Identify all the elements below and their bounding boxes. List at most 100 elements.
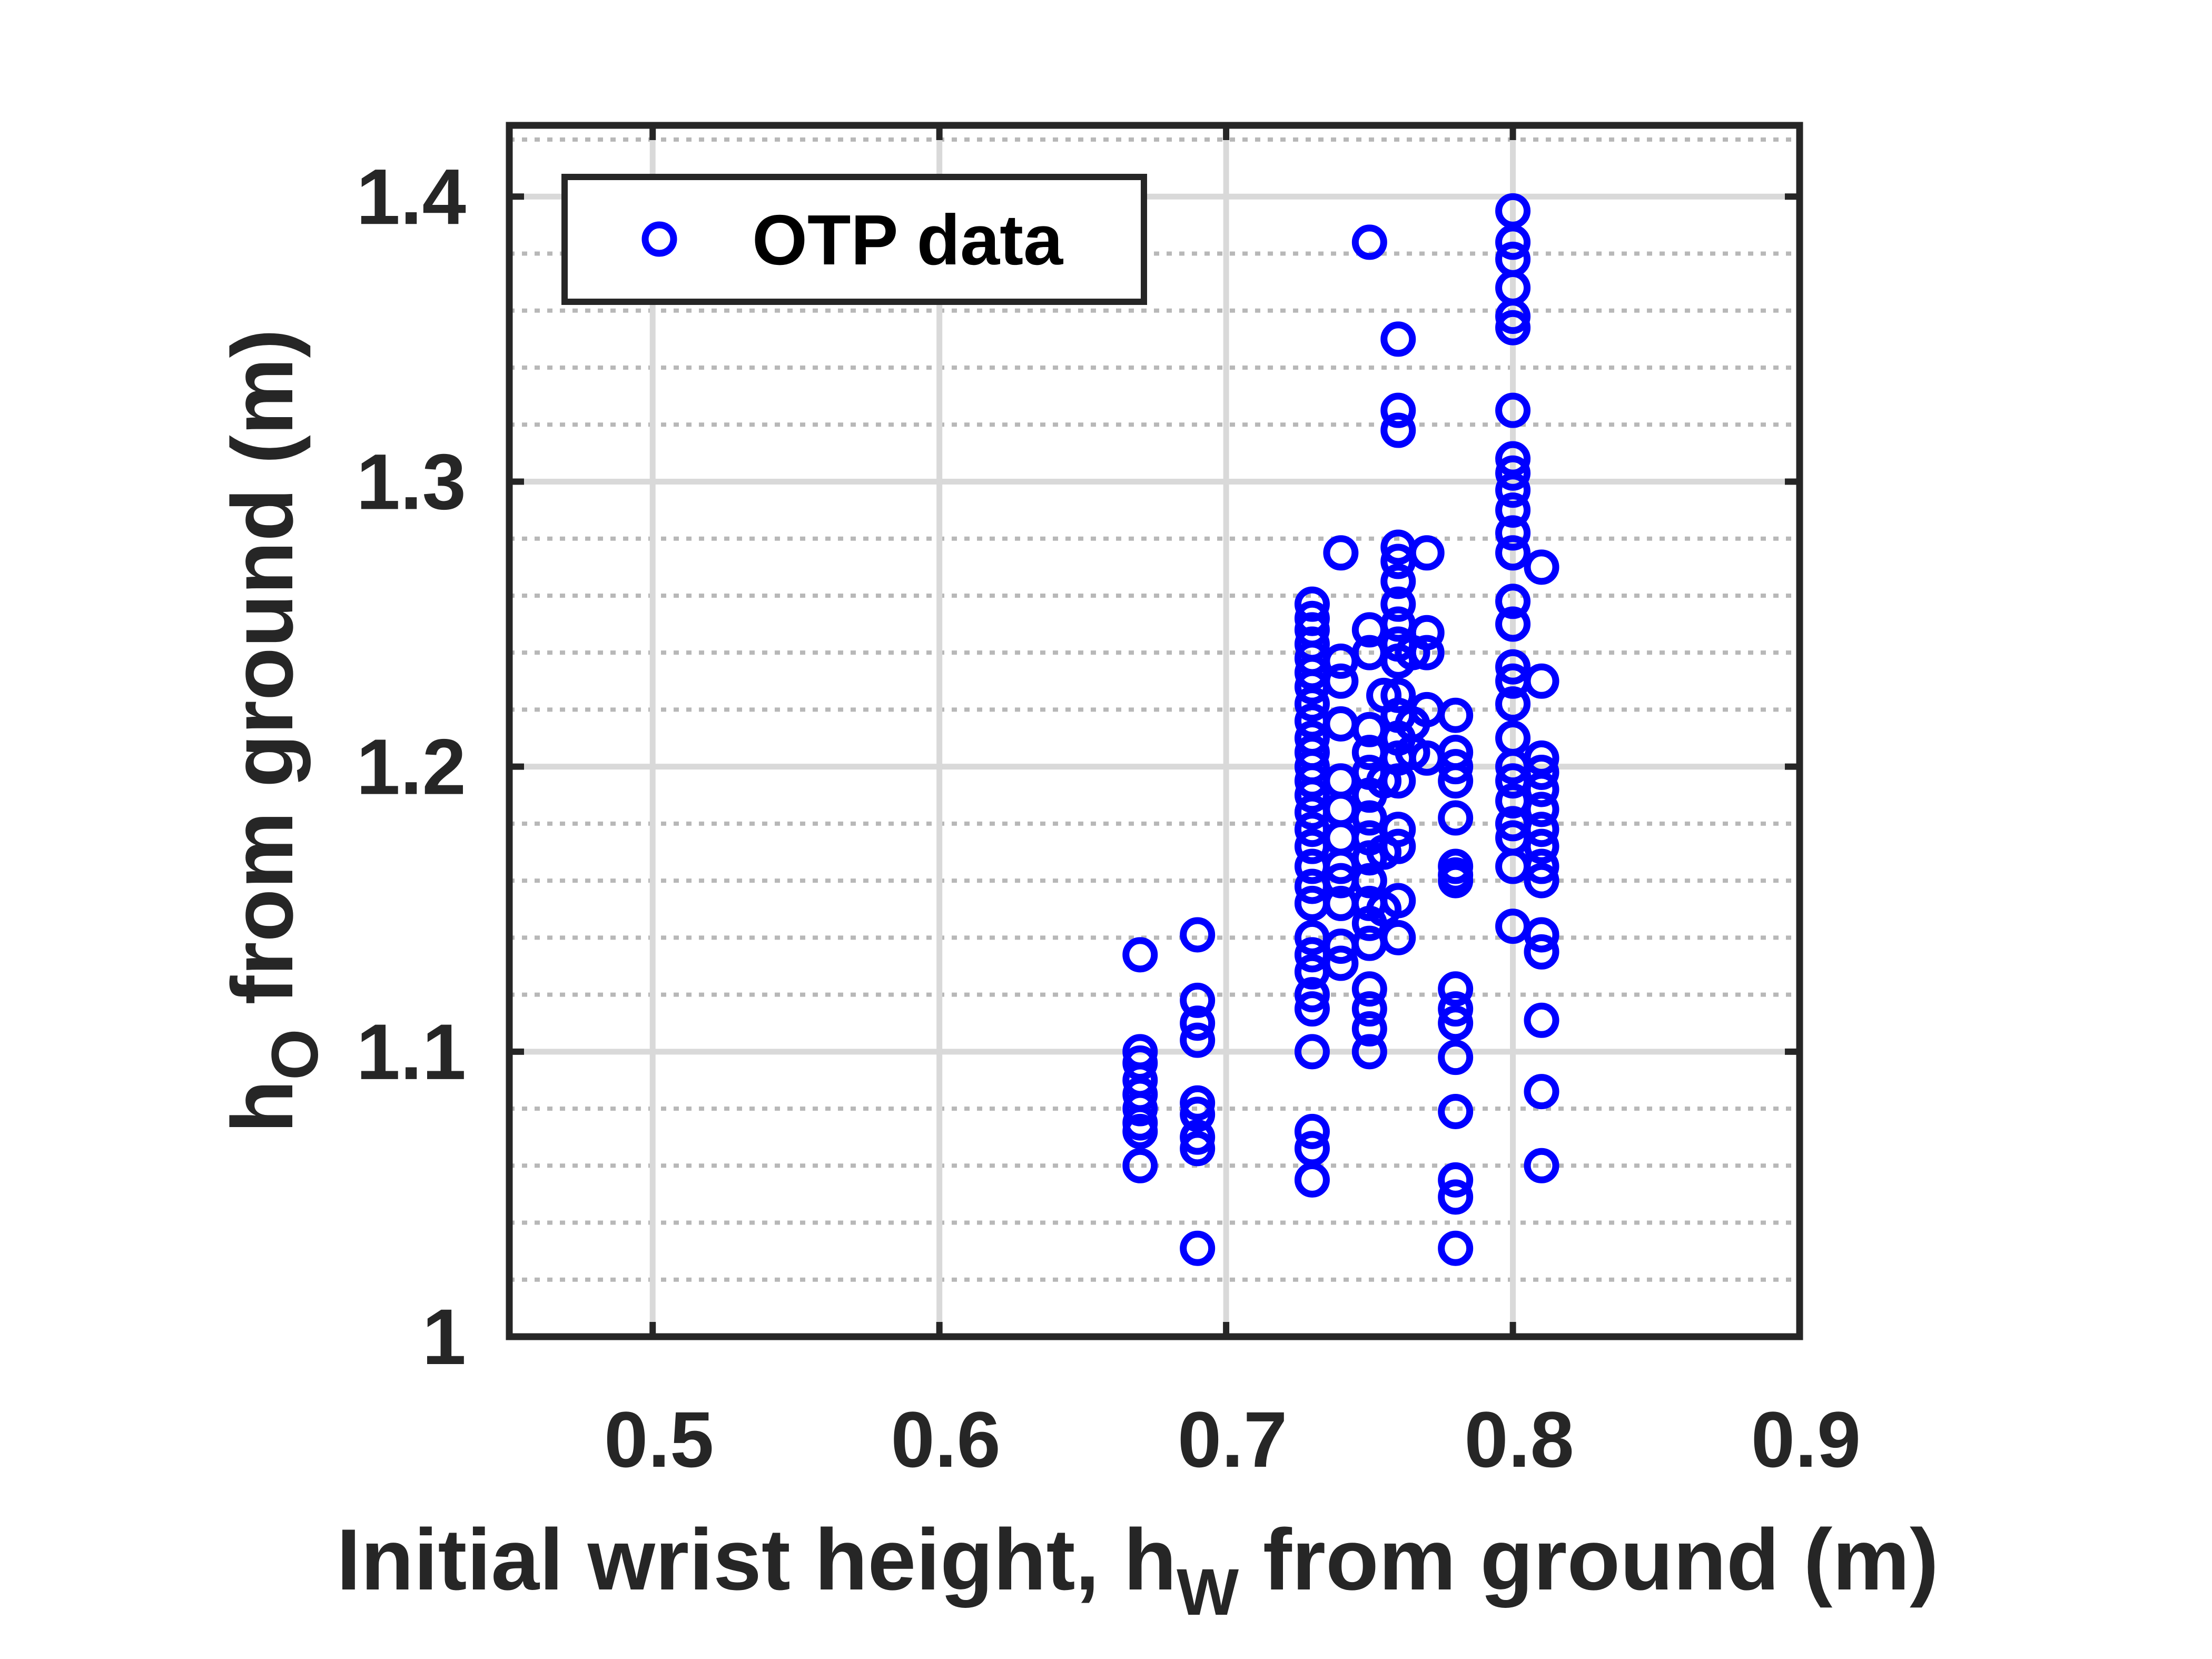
data-point (1380, 564, 1416, 599)
data-point (1438, 749, 1474, 785)
data-point (1351, 1034, 1387, 1070)
data-point (1409, 535, 1445, 571)
x-axis-title-subscript: W (1177, 1556, 1239, 1629)
y-tick-label: 1.2 (356, 723, 466, 811)
data-point (1438, 991, 1474, 1027)
data-point (1351, 224, 1387, 260)
data-point (1438, 863, 1474, 898)
data-point (1495, 455, 1531, 491)
data-point (1122, 1113, 1158, 1149)
data-point (1380, 883, 1416, 919)
data-point (1380, 321, 1416, 357)
data-point (1495, 535, 1531, 571)
data-point (1122, 1091, 1158, 1127)
data-point (1495, 606, 1531, 642)
data-point (1524, 917, 1559, 953)
data-point (1495, 472, 1531, 508)
data-point (1438, 1230, 1474, 1266)
y-tick-label: 1.3 (356, 437, 466, 526)
data-point (1438, 1179, 1474, 1215)
data-point (1495, 224, 1531, 260)
data-point (1524, 934, 1559, 970)
data-point (1294, 991, 1330, 1027)
y-tick-label: 1 (422, 1292, 466, 1381)
data-point (1351, 800, 1387, 836)
data-point (1323, 535, 1359, 571)
data-point (1495, 649, 1531, 685)
y-tick-label: 1.4 (356, 152, 466, 241)
data-point (1409, 635, 1445, 670)
data-point (1323, 945, 1359, 981)
data-point (1180, 1005, 1216, 1041)
data-point (1495, 686, 1531, 722)
data-point (1351, 863, 1387, 898)
data-point (1524, 772, 1559, 807)
data-point (1380, 763, 1416, 799)
data-point (1180, 1022, 1216, 1058)
data-point (1351, 971, 1387, 1007)
data-point (1438, 1005, 1474, 1041)
data-point (1180, 1097, 1216, 1132)
data-point (1323, 663, 1359, 699)
data-point (1180, 1085, 1216, 1121)
data-point (1524, 1002, 1559, 1038)
y-axis-title-subscript: O (259, 1029, 332, 1080)
legend-marker (641, 221, 677, 257)
data-point (1180, 917, 1216, 953)
data-point (1380, 828, 1416, 864)
data-point (1524, 812, 1559, 847)
data-point (1438, 1162, 1474, 1198)
x-tick-label: 0.7 (1178, 1395, 1288, 1484)
data-point (1438, 971, 1474, 1007)
x-tick-labels: 0.5 0.6 0.7 0.8 0.9 (604, 1395, 1861, 1484)
x-tick-label: 0.8 (1464, 1395, 1574, 1484)
x-tick-label: 0.9 (1751, 1395, 1861, 1484)
data-point (1438, 697, 1474, 733)
x-axis-title-main: Initial wrist height, h (337, 1511, 1177, 1608)
data-point (1294, 977, 1330, 1013)
data-point (1524, 1148, 1559, 1183)
data-point (1180, 1131, 1216, 1167)
data-point (1122, 937, 1158, 973)
data-point (1524, 828, 1559, 864)
data-point (1438, 1040, 1474, 1075)
legend: OTP data (561, 174, 1147, 305)
data-point (1351, 1011, 1387, 1047)
data-point (1524, 792, 1559, 827)
data-point (1495, 584, 1531, 619)
data-point (1380, 586, 1416, 622)
data-point (1524, 848, 1559, 884)
plot-background (509, 125, 1800, 1337)
x-tick-label: 0.6 (891, 1395, 1001, 1484)
data-point (1524, 863, 1559, 898)
data-point (1180, 1230, 1216, 1266)
x-axis-title: Initial wrist height, hW from ground (m) (337, 1511, 1939, 1629)
x-tick-label: 0.5 (604, 1395, 714, 1484)
data-point (1495, 299, 1531, 334)
legend-entry-label: OTP data (752, 200, 1063, 280)
minor-grid (509, 137, 1800, 1282)
data-point (1294, 1034, 1330, 1070)
plot-frame (506, 122, 1803, 1340)
data-markers (1122, 193, 1559, 1266)
data-point (1495, 515, 1531, 551)
data-point (1438, 800, 1474, 836)
data-point (1380, 392, 1416, 428)
data-point (1380, 920, 1416, 955)
data-point (1380, 812, 1416, 847)
data-point (1524, 754, 1559, 790)
y-tick-labels: 1 1.1 1.2 1.3 1.4 (356, 152, 466, 1381)
data-point (1495, 392, 1531, 428)
data-point (1294, 1113, 1330, 1149)
x-axis-title-rest: from ground (m) (1239, 1511, 1939, 1608)
y-axis-title: hO from ground (m) (214, 329, 332, 1133)
legend-box (561, 174, 1147, 305)
data-point (1524, 663, 1559, 699)
data-point (1122, 1148, 1158, 1183)
data-point (1380, 677, 1416, 713)
data-point (1409, 615, 1445, 650)
data-point (1180, 982, 1216, 1018)
data-point (1294, 777, 1330, 813)
plot-area (506, 122, 1803, 1340)
